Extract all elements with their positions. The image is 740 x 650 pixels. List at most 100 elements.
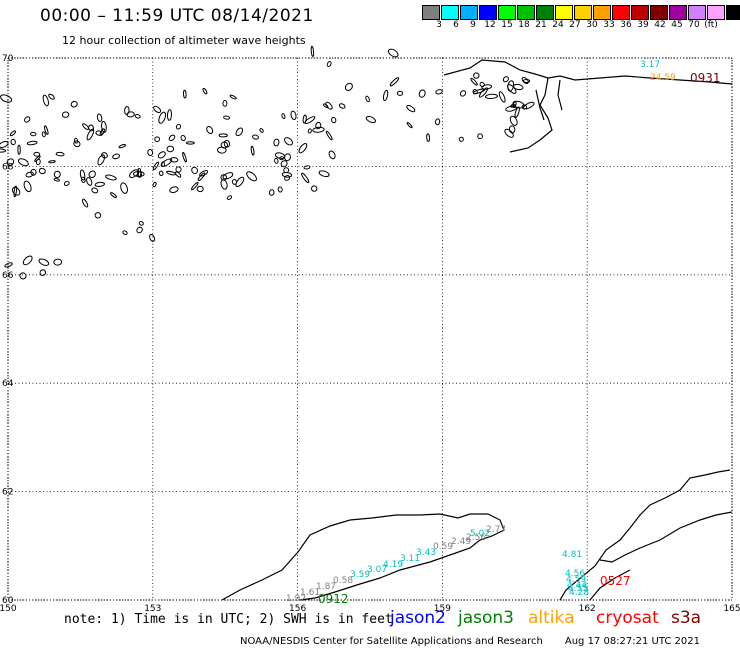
colorbar-swatch xyxy=(707,5,725,20)
swh-reading: 0.59 xyxy=(433,542,453,552)
ice-floe xyxy=(136,167,142,178)
ice-floe xyxy=(235,176,245,188)
ice-floe xyxy=(169,186,179,194)
ice-floe xyxy=(472,88,478,95)
ice-floe xyxy=(197,172,206,182)
swh-reading: 3.43 xyxy=(416,548,436,558)
ice-floe xyxy=(95,130,103,136)
coastline-southeast xyxy=(559,469,733,601)
lon-tick-label: 150 xyxy=(0,604,17,614)
ice-floe xyxy=(149,233,156,242)
ice-floe xyxy=(229,94,237,100)
colorbar-swatch xyxy=(726,5,740,20)
ice-floe xyxy=(101,120,107,133)
swh-reading: 4.44 xyxy=(567,581,587,591)
swh-reading: 2.77 xyxy=(486,525,506,535)
colorbar-label: 27 xyxy=(569,20,581,30)
ice-floe xyxy=(70,100,78,108)
ice-floe xyxy=(25,171,34,178)
colorbar-label: 24 xyxy=(552,20,564,30)
swh-reading: 2.49 xyxy=(451,537,471,547)
ice-floe xyxy=(152,181,157,188)
colorbar-swatch xyxy=(688,5,706,20)
ice-floe xyxy=(223,115,231,120)
ice-floe xyxy=(512,100,525,109)
ice-floe xyxy=(110,192,117,199)
ice-floe xyxy=(33,151,41,157)
ice-floe xyxy=(396,90,404,96)
ice-floe xyxy=(30,168,37,176)
ice-floe xyxy=(0,141,9,148)
ice-floe xyxy=(174,171,182,178)
legend-cryosat: cryosat xyxy=(596,608,659,628)
ice-floe xyxy=(175,123,182,130)
colorbar-swatch xyxy=(441,5,459,20)
ice-floe xyxy=(191,182,199,191)
ice-floe xyxy=(161,161,166,167)
ice-floe xyxy=(180,134,186,142)
ice-floe xyxy=(4,262,13,268)
ice-floe xyxy=(502,76,509,83)
ice-floe xyxy=(182,151,187,163)
ice-floe xyxy=(279,156,285,161)
ice-floe xyxy=(166,170,177,176)
colorbar-swatch xyxy=(650,5,668,20)
ice-floe xyxy=(387,48,399,58)
swh-reading: 4.55 xyxy=(568,584,588,594)
ice-floe xyxy=(505,105,517,112)
ice-floe xyxy=(99,128,105,136)
ice-floe xyxy=(307,128,312,134)
ice-floe xyxy=(323,103,329,109)
ice-floe xyxy=(328,150,336,160)
ice-floe xyxy=(86,176,93,186)
ice-floe xyxy=(283,137,294,146)
ice-floe xyxy=(202,87,208,95)
colorbar-label: 36 xyxy=(620,20,632,30)
ice-floe xyxy=(61,111,70,118)
ice-floe xyxy=(458,136,464,142)
ice-floe xyxy=(157,151,166,159)
ice-floe xyxy=(498,91,506,103)
ice-floe xyxy=(147,149,154,156)
ice-floe xyxy=(10,138,16,146)
ice-floe xyxy=(11,186,21,196)
ice-floe xyxy=(310,45,315,58)
ice-floe xyxy=(281,113,286,120)
ice-floe xyxy=(512,83,524,91)
swh-reading: 2.56 xyxy=(466,533,486,543)
ice-floe xyxy=(250,145,255,156)
ice-floe xyxy=(206,125,214,135)
ice-floe xyxy=(38,167,46,175)
ice-floe xyxy=(485,93,498,100)
ice-floe xyxy=(312,126,325,133)
ice-floe xyxy=(477,133,483,140)
lat-tick-label: 68 xyxy=(2,162,14,172)
ice-floe xyxy=(41,131,46,138)
swh-reading: 4.56 xyxy=(565,569,585,579)
ice-floe xyxy=(63,180,70,186)
lon-tick-label: 153 xyxy=(144,604,161,614)
ice-floe xyxy=(235,127,244,137)
colorbar-label: 70 xyxy=(688,20,700,30)
legend-altika: altika xyxy=(528,608,575,628)
ice-floe xyxy=(290,110,297,121)
track-time-label: 0912 xyxy=(318,592,349,606)
legend-jason2: jason2 xyxy=(390,608,446,628)
ice-floe xyxy=(34,155,41,162)
ice-floe xyxy=(80,176,86,183)
ice-floe xyxy=(274,157,279,164)
lat-tick-label: 62 xyxy=(2,488,13,498)
ice-floe xyxy=(105,174,117,181)
swh-reading: 1.87 xyxy=(316,582,336,592)
swh-reading: 3.17 xyxy=(640,60,660,70)
ice-floe xyxy=(133,170,145,178)
legend-jason3: jason3 xyxy=(458,608,514,628)
ice-floe xyxy=(459,90,467,97)
swh-reading: 4.81 xyxy=(562,550,582,560)
ice-floe xyxy=(22,255,33,266)
colorbar-label: 45 xyxy=(671,20,683,30)
ice-floe xyxy=(246,171,257,182)
ice-floe xyxy=(30,131,37,137)
ice-floe xyxy=(331,116,337,124)
